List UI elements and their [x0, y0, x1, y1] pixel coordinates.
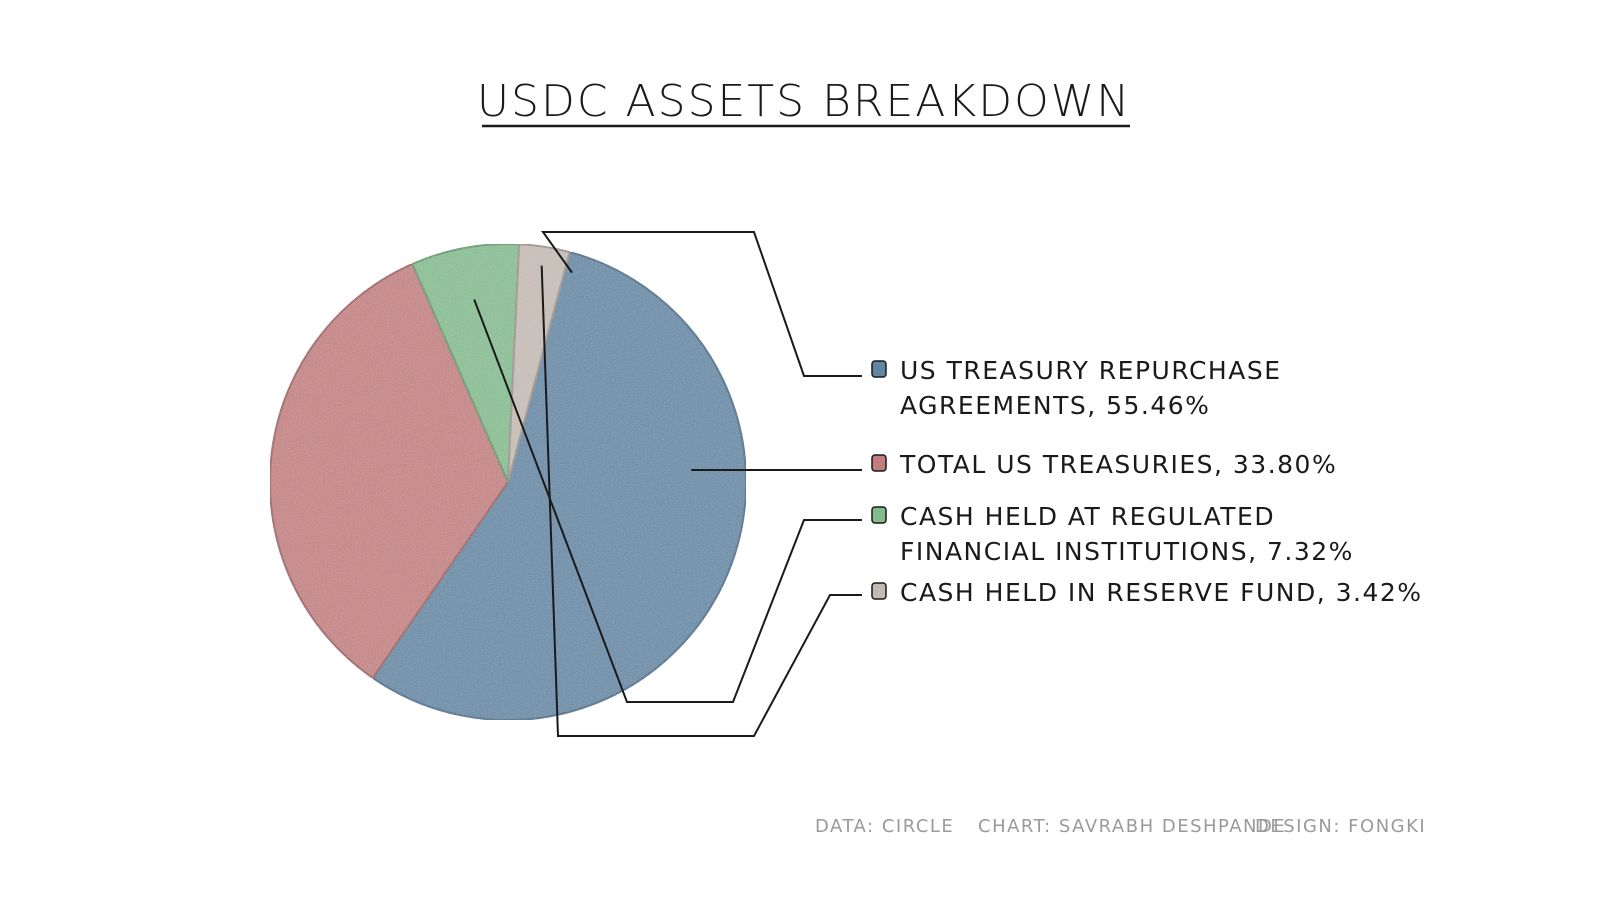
leader-line [541, 231, 862, 377]
pie-slices [269, 243, 747, 721]
pie-slice [269, 262, 510, 680]
leader-line [540, 265, 862, 737]
legend-label: TOTAL US TREASURIES, 33.80% [899, 450, 1337, 479]
credit-data: DATA: CIRCLE [815, 816, 954, 837]
legend-label: US TREASURY REPURCHASE [900, 356, 1282, 385]
legend-swatch [871, 454, 887, 472]
pie-slice [411, 243, 521, 483]
leader-lines [473, 231, 862, 737]
legend-label: CASH HELD AT REGULATED [900, 502, 1275, 531]
chart-title: USDC ASSETS BREAKDOWN [477, 76, 1131, 127]
credit-chart: CHART: SAVRABH DESHPANDE [978, 816, 1286, 837]
pie-slice [371, 250, 747, 721]
legend-label: FINANCIAL INSTITUTIONS, 7.32% [900, 537, 1354, 566]
legend-swatch [871, 506, 887, 524]
credit-design: DESIGN: FONGKI [1255, 816, 1426, 837]
legend: US TREASURY REPURCHASE AGREEMENTS, 55.46%… [871, 356, 1423, 607]
legend-swatch [871, 582, 887, 600]
legend-label: CASH HELD IN RESERVE FUND, 3.42% [900, 578, 1423, 607]
legend-label: AGREEMENTS, 55.46% [900, 391, 1210, 420]
leader-line [473, 299, 862, 703]
legend-swatch [871, 360, 887, 378]
pie-slice [507, 243, 571, 483]
